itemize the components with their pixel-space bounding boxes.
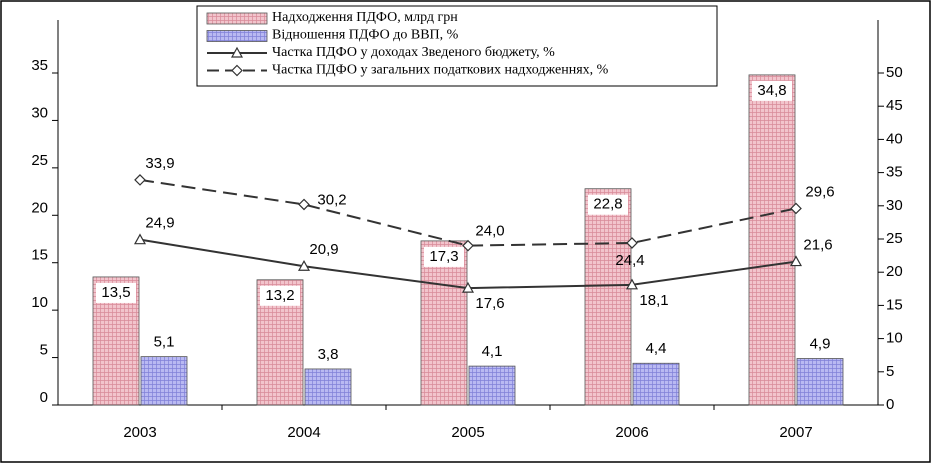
x-tick-label: 2006 [615, 424, 648, 441]
y2-tick-label: 50 [886, 64, 903, 81]
data-label: 33,9 [145, 155, 174, 172]
y2-tick-label: 5 [886, 363, 894, 380]
data-label: 17,6 [475, 295, 504, 312]
marker [789, 255, 803, 267]
y2-tick-label: 30 [886, 197, 903, 214]
marker [134, 174, 146, 186]
x-tick-label: 2007 [779, 424, 812, 441]
data-label: 20,9 [309, 241, 338, 258]
data-label: 4,4 [646, 340, 667, 357]
bar [304, 368, 352, 406]
y-tick-label: 15 [31, 247, 48, 264]
label-bg [752, 80, 792, 101]
y-tick-label: 0 [40, 389, 48, 406]
y2-tick-label: 0 [886, 396, 894, 413]
data-label: 34,8 [757, 82, 786, 99]
marker [461, 281, 475, 293]
y2-tick-label: 10 [886, 330, 903, 347]
y-tick-label: 5 [40, 342, 48, 359]
bar [468, 365, 516, 406]
data-label: 4,9 [810, 335, 831, 352]
y2-tick-label: 35 [886, 164, 903, 181]
y2-tick-label: 45 [886, 97, 903, 114]
marker [625, 278, 639, 290]
data-label: 4,1 [482, 343, 503, 360]
marker [626, 237, 638, 249]
data-label: 24,4 [615, 252, 644, 269]
data-label: 13,2 [265, 287, 294, 304]
label-bg [588, 194, 628, 215]
data-label: 22,8 [593, 196, 622, 213]
data-label: 24,9 [145, 215, 174, 232]
legend-box [196, 5, 718, 87]
marker [462, 239, 474, 252]
bar [796, 358, 844, 406]
data-label: 24,0 [475, 223, 504, 240]
data-label: 21,6 [803, 237, 832, 254]
bar [140, 356, 188, 406]
legend-label: Частка ПДФО у загальних податкових надхо… [272, 63, 609, 78]
data-label: 5,1 [154, 334, 175, 351]
y2-tick-label: 40 [886, 130, 903, 147]
y-tick-label: 20 [31, 199, 48, 216]
marker [133, 233, 147, 245]
y-tick-label: 30 [31, 104, 48, 121]
legend-label: Відношення ПДФО до ВВП, % [272, 28, 459, 43]
data-label: 18,1 [639, 292, 668, 309]
x-tick-label: 2004 [287, 424, 320, 441]
x-tick-label: 2003 [123, 424, 156, 441]
marker [297, 259, 311, 271]
x-tick-label: 2005 [451, 424, 484, 441]
data-label: 30,2 [317, 191, 346, 208]
y-tick-label: 10 [31, 294, 48, 311]
marker [298, 198, 310, 211]
legend-marker [231, 64, 243, 77]
legend-swatch [206, 30, 268, 42]
y2-tick-label: 15 [886, 296, 903, 313]
label-bg [96, 282, 136, 303]
legend-swatch [206, 12, 268, 25]
label-bg [424, 246, 464, 267]
bar [632, 362, 680, 406]
legend-label: Надходження ПДФО, млрд грн [272, 10, 458, 25]
data-label: 29,6 [805, 183, 834, 200]
line [139, 178, 797, 247]
bar [420, 240, 468, 406]
data-label: 17,3 [429, 248, 458, 265]
marker [790, 202, 802, 215]
data-label: 13,5 [101, 284, 130, 301]
bar [748, 74, 796, 406]
legend-label: Частка ПДФО у доходах Зведеного бюджету,… [272, 45, 555, 60]
y2-tick-label: 20 [886, 263, 903, 280]
y2-tick-label: 25 [886, 230, 903, 247]
bar [584, 188, 632, 406]
y-tick-label: 35 [31, 57, 48, 74]
label-bg [260, 285, 300, 306]
y-tick-label: 25 [31, 152, 48, 169]
data-label: 3,8 [318, 346, 339, 363]
legend-marker [230, 46, 244, 58]
